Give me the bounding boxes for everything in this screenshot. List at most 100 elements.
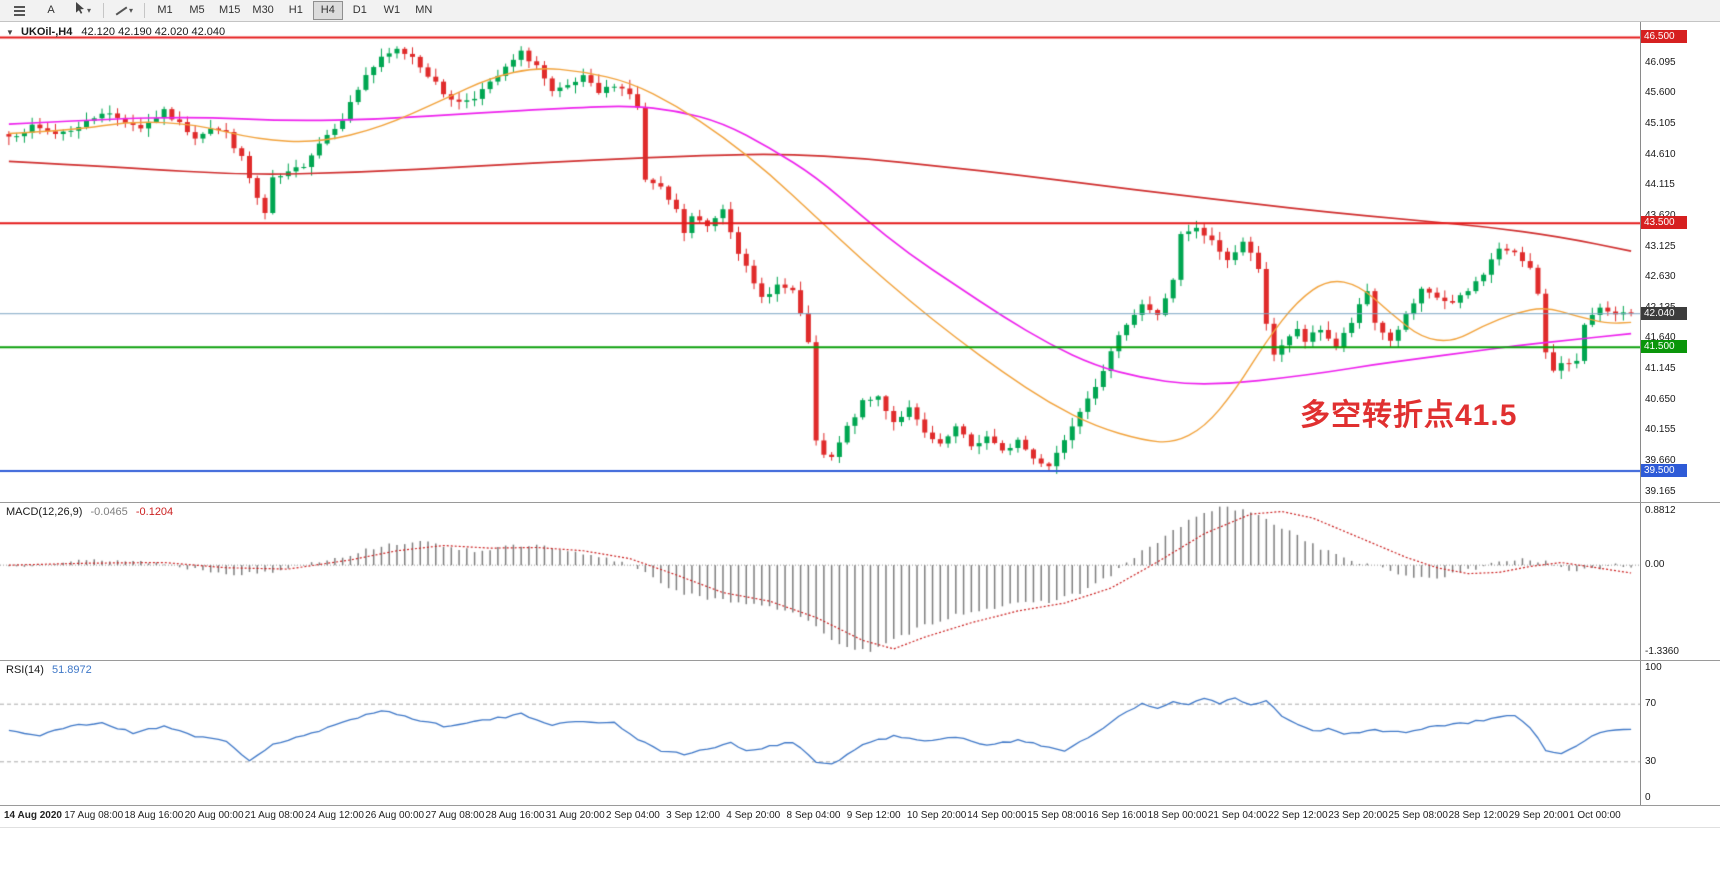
panel-separator[interactable] <box>0 502 1720 503</box>
time-axis-label: 25 Sep 08:00 <box>1388 810 1448 821</box>
price-tag: 46.500 <box>1641 30 1687 44</box>
time-axis-label: 28 Aug 16:00 <box>485 810 545 821</box>
price-scale-label: 41.640 <box>1645 332 1676 344</box>
time-axis-label: 31 Aug 20:00 <box>545 810 605 821</box>
trendline-icon <box>115 5 128 16</box>
main-chart-panel: ▼ UKOil-,H4 42.120 42.190 42.020 42.040 … <box>0 22 1720 502</box>
time-axis-label: 23 Sep 20:00 <box>1328 810 1388 821</box>
cursor-tool-button[interactable]: ▾ <box>68 1 98 20</box>
timeframe-toolbar: M1 M5 M15 M30 H1 H4 D1 W1 MN <box>149 1 440 20</box>
time-axis-label: 17 Aug 08:00 <box>64 810 124 821</box>
time-axis-label: 28 Sep 12:00 <box>1448 810 1509 821</box>
rsi-label: RSI(14) 51.8972 <box>6 664 92 676</box>
rsi-name: RSI(14) <box>6 664 44 676</box>
time-axis-label: 24 Aug 12:00 <box>304 810 364 821</box>
price-tag: 42.040 <box>1641 306 1687 320</box>
macd-scale[interactable]: 0.8812 0.00 -1.3360 <box>1640 503 1720 660</box>
time-axis-label: 26 Aug 00:00 <box>365 810 425 821</box>
cursor-icon <box>75 2 85 19</box>
macd-scale-label: 0.8812 <box>1645 505 1676 516</box>
price-scale-label: 46.095 <box>1645 56 1676 68</box>
chart-lines-tool-button[interactable] <box>4 1 34 20</box>
rsi-scale-label: 100 <box>1645 662 1662 673</box>
price-scale-label: 40.650 <box>1645 393 1676 405</box>
text-tool-label: A <box>47 4 55 16</box>
time-axis-label: 27 Aug 08:00 <box>425 810 485 821</box>
price-scale-label: 45.600 <box>1645 87 1676 99</box>
price-scale-label: 41.145 <box>1645 363 1676 375</box>
price-scale-label: 40.155 <box>1645 424 1676 436</box>
time-axis-label: 8 Sep 04:00 <box>786 810 841 821</box>
time-axis-label: 15 Sep 08:00 <box>1027 810 1087 821</box>
price-scale-label: 45.105 <box>1645 117 1676 129</box>
time-axis-label: 4 Sep 20:00 <box>726 810 781 821</box>
timeframe-button-M1[interactable]: M1 <box>157 4 173 16</box>
price-scale-label: 43.125 <box>1645 240 1676 252</box>
time-axis-label: 9 Sep 12:00 <box>846 810 901 821</box>
panel-separator[interactable] <box>0 805 1720 806</box>
timeframe-button-H1[interactable]: H1 <box>288 4 303 16</box>
panel-separator[interactable] <box>0 660 1720 661</box>
rsi-value: 51.8972 <box>51 664 92 676</box>
price-tag: 43.500 <box>1641 216 1687 230</box>
toolbar-separator <box>103 3 104 18</box>
time-axis-label: 29 Sep 20:00 <box>1508 810 1569 821</box>
candlestick-chart-canvas[interactable] <box>0 22 1640 502</box>
macd-scale-label: -1.3360 <box>1645 646 1679 657</box>
macd-chart-canvas[interactable] <box>0 503 1640 660</box>
time-axis-label: 20 Aug 00:00 <box>184 810 244 821</box>
time-axis-label: 2 Sep 04:00 <box>605 810 660 821</box>
macd-scale-label: 0.00 <box>1645 559 1665 571</box>
toolbar: A ▾ ▾ M1 M5 M15 M30 H1 H4 D1 W1 MN <box>0 0 1720 22</box>
bottom-spacer <box>0 828 1720 887</box>
time-axis-label: 18 Sep 00:00 <box>1147 810 1208 821</box>
rsi-panel: RSI(14) 51.8972 100 70 30 0 <box>0 661 1720 805</box>
chevron-down-icon: ▾ <box>86 6 91 15</box>
time-axis-label: 1 Oct 00:00 <box>1569 810 1621 821</box>
rsi-scale[interactable]: 100 70 30 0 <box>1640 661 1720 805</box>
price-tag: 41.500 <box>1641 340 1687 354</box>
chart-ohlc-values: 42.120 42.190 42.020 42.040 <box>81 26 226 38</box>
time-axis-label: 14 Aug 2020 <box>4 810 62 821</box>
macd-name: MACD(12,26,9) <box>6 506 83 518</box>
timeframe-button-MN[interactable]: MN <box>415 4 433 16</box>
macd-main-value: -0.0465 <box>90 506 128 518</box>
time-axis-label: 14 Sep 00:00 <box>967 810 1027 821</box>
price-tag: 39.500 <box>1641 464 1687 478</box>
time-axis-label: 21 Sep 04:00 <box>1207 810 1268 821</box>
timeframe-button-M15[interactable]: M15 <box>219 4 241 16</box>
line-studies-button[interactable]: ▾ <box>109 1 139 20</box>
rsi-chart-canvas[interactable] <box>0 661 1640 805</box>
time-axis-label: 3 Sep 12:00 <box>666 810 721 821</box>
toolbar-separator <box>144 3 145 18</box>
timeframe-button-W1[interactable]: W1 <box>383 4 401 16</box>
price-scale-label: 44.115 <box>1645 179 1675 191</box>
time-axis-label: 22 Sep 12:00 <box>1268 810 1328 821</box>
time-axis-label: 16 Sep 16:00 <box>1087 810 1147 821</box>
time-axis-label: 21 Aug 08:00 <box>244 810 304 821</box>
collapse-chart-icon[interactable]: ▼ <box>6 28 14 37</box>
timeframe-button-D1[interactable]: D1 <box>352 4 367 16</box>
timeframe-button-M30[interactable]: M30 <box>252 4 274 16</box>
price-scale[interactable]: 46.095 45.600 45.105 44.610 44.115 43.620 43.1… <box>1640 22 1720 502</box>
timeframe-button-H4[interactable]: H4 <box>312 1 343 20</box>
rsi-scale-label: 70 <box>1645 698 1657 710</box>
timeframe-button-M5[interactable]: M5 <box>189 4 205 16</box>
chevron-down-icon: ▾ <box>128 6 133 15</box>
price-scale-label: 43.620 <box>1645 210 1676 221</box>
price-scale-label: 39.165 <box>1645 485 1676 497</box>
macd-panel: MACD(12,26,9) -0.0465 -0.1204 0.8812 0.00… <box>0 503 1720 660</box>
chart-annotation-text: 多空转折点41.5 <box>1300 399 1518 432</box>
rsi-scale-label: 30 <box>1645 755 1657 767</box>
lines-icon <box>13 4 25 18</box>
time-axis-label: 18 Aug 16:00 <box>124 810 184 821</box>
price-scale-label: 44.610 <box>1645 148 1676 160</box>
text-tool-button[interactable]: A <box>36 1 66 20</box>
macd-label: MACD(12,26,9) -0.0465 -0.1204 <box>6 506 173 518</box>
time-axis-label: 10 Sep 20:00 <box>906 810 967 821</box>
time-scale[interactable]: 14 Aug 2020 17 Aug 08:00 18 Aug 16:00 20 Au… <box>0 806 1720 828</box>
rsi-scale-label: 0 <box>1645 792 1651 803</box>
price-scale-label: 42.630 <box>1645 271 1676 283</box>
macd-signal-value: -0.1204 <box>135 506 174 518</box>
